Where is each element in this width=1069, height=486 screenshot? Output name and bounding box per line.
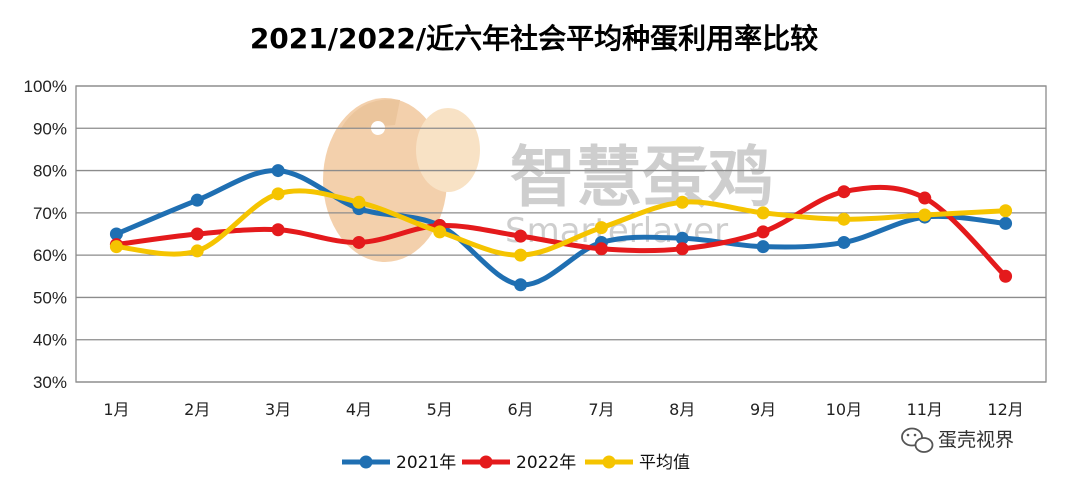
data-point xyxy=(756,225,770,239)
data-point xyxy=(514,278,528,292)
legend-item: 2021年 xyxy=(342,453,456,473)
x-tick-label: 8月 xyxy=(669,400,695,419)
watermark: 智慧蛋鸡 Smarterlayer xyxy=(323,98,774,262)
data-point xyxy=(271,164,285,178)
x-tick-label: 4月 xyxy=(346,400,372,419)
legend-label: 2021年 xyxy=(396,453,456,473)
data-point xyxy=(514,248,528,262)
y-tick-label: 40% xyxy=(33,331,67,350)
data-point xyxy=(999,216,1013,230)
data-point xyxy=(514,229,528,243)
data-point xyxy=(190,244,204,258)
data-point xyxy=(594,242,608,256)
watermark-text: 智慧蛋鸡 xyxy=(510,139,774,216)
x-tick-label: 12月 xyxy=(987,400,1023,419)
y-tick-label: 90% xyxy=(33,119,67,138)
data-point xyxy=(918,208,932,222)
x-tick-label: 5月 xyxy=(427,400,453,419)
data-point xyxy=(837,185,851,199)
legend-swatch-marker xyxy=(479,455,493,469)
legend-swatch-marker xyxy=(359,455,373,469)
data-point xyxy=(352,235,366,249)
data-point xyxy=(675,242,689,256)
y-tick-label: 70% xyxy=(33,204,67,223)
x-tick-label: 3月 xyxy=(265,400,291,419)
x-tick-label: 9月 xyxy=(750,400,776,419)
data-point xyxy=(756,240,770,254)
legend-label: 平均值 xyxy=(639,453,690,473)
data-point xyxy=(837,212,851,226)
x-tick-label: 1月 xyxy=(103,400,129,419)
source-label: 蛋壳视界 xyxy=(901,427,1014,453)
plot-area-border xyxy=(75,85,1047,383)
data-point xyxy=(190,193,204,207)
data-point xyxy=(675,231,689,245)
y-tick-label: 30% xyxy=(33,373,67,392)
y-axis: 30% 40% 50% 60% 70% 80% 90% 100% xyxy=(24,77,67,392)
data-point xyxy=(271,187,285,201)
data-point xyxy=(352,195,366,209)
legend-item: 平均值 xyxy=(585,453,690,473)
legend-item: 2022年 xyxy=(462,453,576,473)
legend-label: 2022年 xyxy=(516,453,576,473)
y-tick-label: 60% xyxy=(33,246,67,265)
series-3 xyxy=(109,187,1013,262)
wechat-icon xyxy=(901,427,934,453)
x-tick-label: 10月 xyxy=(826,400,862,419)
data-point xyxy=(756,206,770,220)
data-point xyxy=(433,225,447,239)
data-point xyxy=(594,221,608,235)
source-text: 蛋壳视界 xyxy=(938,429,1014,451)
y-tick-label: 50% xyxy=(33,288,67,307)
data-point xyxy=(109,240,123,254)
series-layer xyxy=(109,164,1013,292)
legend: 2021年 2022年 平均值 xyxy=(342,453,690,473)
data-point xyxy=(837,235,851,249)
x-tick-label: 7月 xyxy=(588,400,614,419)
data-point xyxy=(109,227,123,241)
grid xyxy=(75,85,1047,383)
data-point xyxy=(999,269,1013,283)
y-tick-label: 100% xyxy=(24,77,67,96)
data-point xyxy=(918,191,932,205)
x-tick-label: 6月 xyxy=(507,400,533,419)
data-point xyxy=(190,227,204,241)
legend-swatch-marker xyxy=(602,455,616,469)
x-tick-label: 11月 xyxy=(907,400,943,419)
watermark-subtext: Smarterlayer xyxy=(505,211,728,251)
data-point xyxy=(999,204,1013,218)
data-point xyxy=(675,195,689,209)
x-tick-label: 2月 xyxy=(184,400,210,419)
x-axis: 1月 2月 3月 4月 5月 6月 7月 8月 9月 10月 11月 12月 xyxy=(103,400,1023,419)
data-point xyxy=(271,223,285,237)
y-tick-label: 80% xyxy=(33,162,67,181)
chart-title: 2021/2022/近六年社会平均种蛋利用率比较 xyxy=(250,22,818,55)
